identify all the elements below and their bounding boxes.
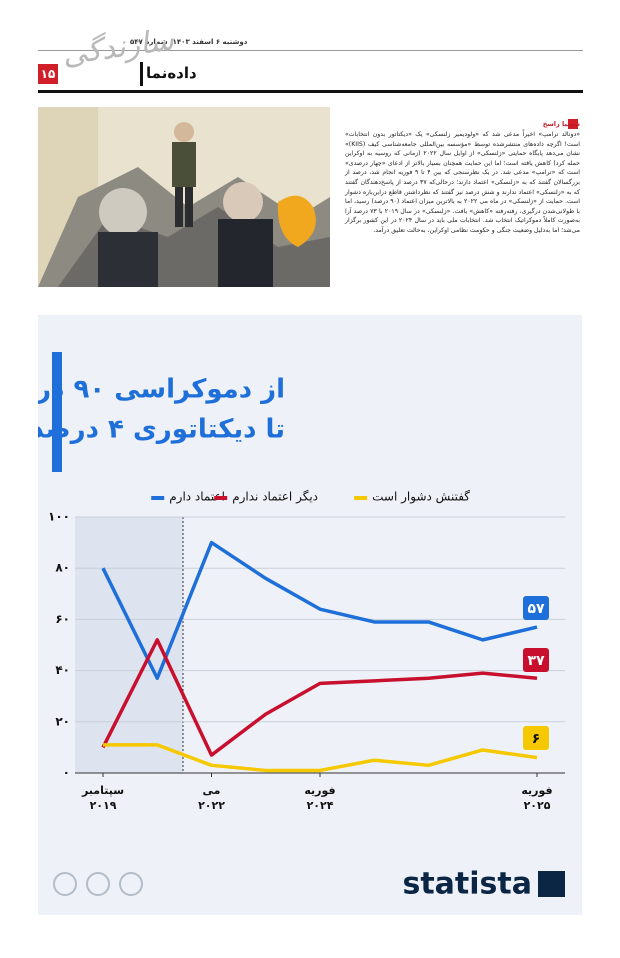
x-tick-label: می ۲۰۲۲ bbox=[198, 784, 225, 812]
chart-title: از دموکراسی ۹۰ درصدی bbox=[38, 375, 285, 405]
legend-label: گفتنش دشوار است bbox=[372, 490, 470, 505]
end-label: ۳۷ bbox=[527, 653, 545, 669]
x-tick-label-line: فوریه bbox=[521, 784, 552, 797]
x-tick-label-line: ۲۰۲۲ bbox=[198, 799, 225, 812]
x-tick-label-line: ۲۰۲۴ bbox=[307, 799, 334, 812]
illustration bbox=[38, 107, 330, 287]
x-tick-label-line: می bbox=[203, 784, 221, 797]
x-tick-label-line: ۲۰۲۵ bbox=[524, 799, 551, 812]
page-number: ۱۵ bbox=[38, 64, 58, 84]
rule bbox=[38, 90, 583, 93]
footer-icons bbox=[53, 872, 143, 896]
y-tick-label: ۸۰ bbox=[55, 561, 70, 575]
x-tick-label: فوریه ۲۰۲۵ bbox=[521, 784, 552, 812]
author: سونیا راسخ bbox=[542, 120, 580, 128]
legend-label: اعتماد دارم bbox=[169, 490, 225, 505]
y-tick-label: ۲۰ bbox=[55, 714, 70, 728]
brand-logo bbox=[538, 871, 565, 897]
end-label-box bbox=[523, 648, 549, 672]
shaded-region bbox=[75, 517, 183, 773]
series-line bbox=[103, 743, 538, 773]
y-tick-label: ۰ bbox=[63, 766, 70, 780]
end-label: ۵۷ bbox=[527, 601, 545, 617]
chart: از دموکراسی ۹۰ درصدی تا دیکتاتوری ۴ درصدی… bbox=[38, 315, 582, 915]
x-tick-label: فوریه ۲۰۲۴ bbox=[304, 784, 335, 812]
x-tick-label-line: سپتامبر bbox=[81, 784, 124, 797]
divider bbox=[140, 62, 143, 86]
chart-title: تا دیکتاتوری ۴ درصدی! bbox=[38, 415, 285, 445]
series-line bbox=[101, 638, 538, 757]
author-icon bbox=[568, 119, 578, 129]
series-line bbox=[101, 540, 538, 681]
title-bar bbox=[52, 352, 62, 472]
brand: statista bbox=[402, 867, 532, 902]
article-body: «دونالد ترامپ» اخیراً مدعی شد که «ولودیم… bbox=[345, 131, 581, 234]
legend-label: دیگر اعتماد ندارم bbox=[232, 490, 318, 505]
x-tick-label-line: فوریه bbox=[304, 784, 335, 797]
x-tick-label-line: ۲۰۱۹ bbox=[90, 799, 117, 812]
section-title: داده‌نما bbox=[146, 64, 197, 82]
y-tick-label: ۶۰ bbox=[55, 612, 70, 626]
end-label-box bbox=[523, 596, 549, 620]
end-label: ۶ bbox=[532, 731, 541, 747]
x-tick-label: سپتامبر ۲۰۱۹ bbox=[81, 784, 124, 812]
rule bbox=[38, 50, 583, 51]
y-tick-label: ۴۰ bbox=[55, 663, 70, 677]
date: دوشنبه ۶ اسفند ۱۴۰۳/ شماره ۵۴۷ bbox=[130, 38, 248, 46]
end-label-box bbox=[523, 726, 549, 750]
y-tick-label: ۱۰۰ bbox=[48, 510, 70, 524]
